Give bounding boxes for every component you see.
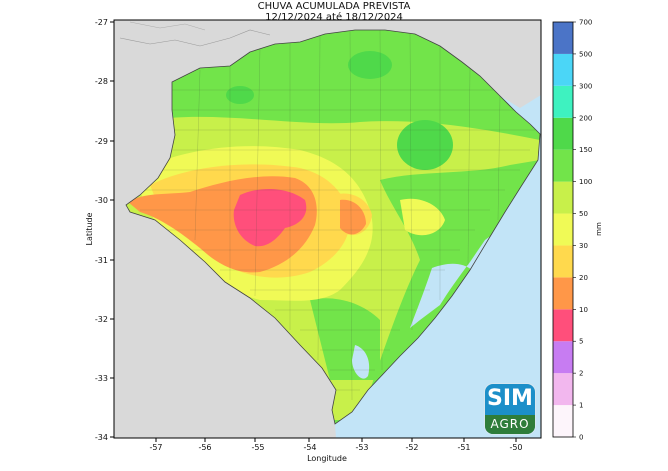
x-tick-label: -53 — [355, 443, 368, 452]
colorbar-tick-label: 1 — [579, 402, 583, 410]
y-tick-label: -34 — [95, 433, 108, 442]
neighbor-land-south — [114, 205, 336, 438]
colorbar-tick-label: 500 — [579, 50, 592, 58]
map-subtitle: 12/12/2024 até 18/12/2024 — [265, 12, 403, 23]
x-tick-label: -52 — [405, 443, 418, 452]
colorbar-segment — [553, 245, 573, 278]
precip-zone-5mm — [233, 188, 307, 247]
colorbar-tick-label: 300 — [579, 82, 592, 90]
y-tick-label: -28 — [95, 77, 108, 86]
map-frame — [113, 19, 542, 439]
colorbar-segment — [553, 149, 573, 182]
colorbar-segment — [553, 181, 573, 214]
colorbar-tick-label: 150 — [579, 146, 592, 154]
simagro-logo: SIM AGRO — [485, 384, 535, 434]
precip-zone-150mm — [397, 120, 453, 170]
lagoon — [410, 232, 496, 328]
lagoon — [352, 345, 370, 379]
colorbar-tick-label: 50 — [579, 210, 588, 218]
border-line — [119, 29, 271, 47]
colorbar-labels: 0 1 2 5 10 20 30 50 100 150 200 300 500 700 — [573, 19, 592, 442]
colorbar-segment — [553, 85, 573, 118]
colorbar-segment — [553, 22, 573, 54]
colorbar-tick-label: 2 — [579, 370, 583, 378]
map-title: CHUVA ACUMULADA PREVISTA — [257, 1, 411, 12]
colorbar — [552, 21, 574, 438]
colorbar-segment — [553, 405, 573, 437]
colorbar-tick-label: 200 — [579, 114, 592, 122]
x-tick-label: -50 — [509, 443, 522, 452]
x-axis-label: Longitude — [307, 454, 347, 463]
y-axis: -27 -28 -29 -30 -31 -32 -33 -34 Latitude — [85, 18, 114, 442]
colorbar-unit: mm — [595, 222, 603, 236]
logo-text-agro: AGRO — [485, 415, 535, 434]
y-tick-label: -30 — [95, 196, 108, 205]
colorbar-tick-label: 100 — [579, 178, 592, 186]
colorbar-tick-label: 700 — [579, 19, 592, 27]
y-tick-label: -31 — [95, 256, 108, 265]
colorbar-tick-label: 20 — [579, 274, 588, 282]
precip-zone-150mm — [226, 86, 254, 104]
colorbar-frame — [552, 21, 574, 438]
colorbar-segment — [553, 341, 573, 374]
municipal-borders — [140, 30, 535, 401]
neighbor-land-north — [114, 20, 541, 210]
colorbar-segment — [553, 213, 573, 246]
colorbar-tick-label: 5 — [579, 338, 583, 346]
colorbar-segment — [553, 373, 573, 406]
x-tick-label: -54 — [303, 443, 316, 452]
y-tick-label: -29 — [95, 137, 108, 146]
colorbar-segment — [553, 53, 573, 86]
y-tick-label: -32 — [95, 315, 108, 324]
colorbar-segment — [553, 117, 573, 150]
colorbar-tick-label: 0 — [579, 434, 583, 442]
x-axis: -57 -56 -55 -54 -53 -52 -51 -50 Longitud… — [149, 438, 523, 463]
colorbar-segment — [553, 309, 573, 342]
y-tick-label: -27 — [95, 18, 108, 27]
precip-zone-30mm — [400, 198, 445, 236]
colorbar-tick-label: 10 — [579, 306, 588, 314]
precip-zone-150mm — [348, 51, 392, 79]
colorbar-segment — [553, 277, 573, 310]
x-tick-label: -55 — [251, 443, 264, 452]
precip-zone-10mm — [340, 199, 366, 235]
colorbar-tick-label: 30 — [579, 242, 588, 250]
border-line — [129, 21, 206, 31]
y-tick-label: -33 — [95, 374, 108, 383]
x-tick-label: -51 — [457, 443, 470, 452]
x-tick-label: -56 — [198, 443, 211, 452]
logo-text-sim: SIM — [487, 386, 533, 411]
state-outline — [125, 29, 541, 425]
y-axis-label: Latitude — [85, 212, 94, 245]
x-tick-label: -57 — [149, 443, 162, 452]
